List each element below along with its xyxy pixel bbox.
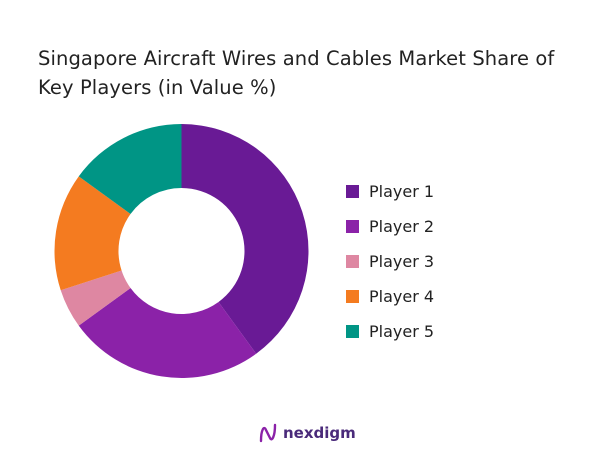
slice-player-4 — [54, 176, 131, 291]
legend-label: Player 5 — [369, 322, 435, 341]
slice-player-2 — [78, 288, 257, 378]
chart-title: Singapore Aircraft Wires and Cables Mark… — [38, 47, 555, 99]
legend: Player 1 Player 2 Player 3 Player 4 Player 5 — [346, 174, 434, 349]
legend-item: Player 4 — [346, 279, 434, 314]
slice-player-5 — [78, 124, 182, 214]
legend-swatch — [346, 185, 359, 198]
legend-item: Player 3 — [346, 244, 434, 279]
legend-swatch — [346, 325, 359, 338]
legend-label: Player 4 — [369, 287, 435, 306]
legend-item: Player 2 — [346, 209, 434, 244]
nexdigm-logo: nexdigm — [258, 422, 356, 444]
legend-swatch — [346, 255, 359, 268]
slice-player-3 — [60, 270, 131, 326]
logo-text: nexdigm — [283, 424, 356, 442]
logo-icon — [259, 423, 277, 443]
legend-label: Player 2 — [369, 217, 435, 236]
legend-item: Player 5 — [346, 314, 434, 349]
legend-swatch — [346, 220, 359, 233]
legend-item: Player 1 — [346, 174, 434, 209]
slice-player-1 — [181, 124, 309, 354]
legend-label: Player 3 — [369, 252, 435, 271]
legend-swatch — [346, 290, 359, 303]
legend-label: Player 1 — [369, 182, 435, 201]
